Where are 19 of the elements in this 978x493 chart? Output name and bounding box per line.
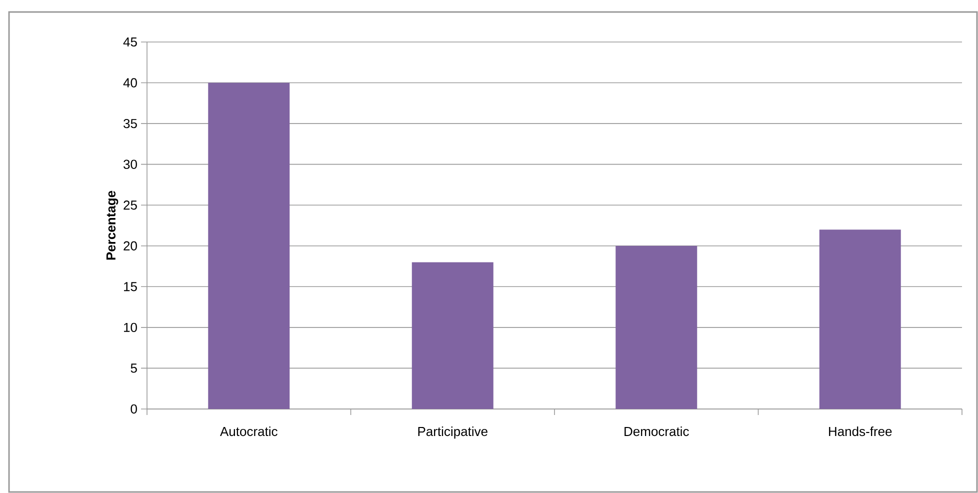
y-tick-label: 15 (124, 282, 137, 292)
bar (616, 246, 698, 409)
y-tick-label: 0 (130, 404, 137, 414)
bar (819, 230, 901, 409)
y-tick-label: 45 (123, 37, 137, 47)
y-tick-label: 35 (124, 118, 137, 128)
x-tick-label: Hands-free (829, 426, 892, 436)
x-tick-label: Autocratic (220, 426, 278, 436)
y-tick-label: 20 (124, 241, 137, 250)
y-tick-label: 30 (124, 160, 137, 169)
y-tick-label: 10 (124, 322, 137, 332)
x-tick-label: Participative (418, 426, 488, 439)
y-tick-label: 40 (123, 78, 137, 88)
y-tick-label: 25 (124, 200, 137, 210)
bar (208, 82, 290, 409)
y-tick-label: 5 (130, 364, 137, 373)
y-axis-title: Percentage (106, 190, 118, 260)
bar (412, 262, 494, 409)
x-tick-label: Democratic (624, 426, 689, 436)
